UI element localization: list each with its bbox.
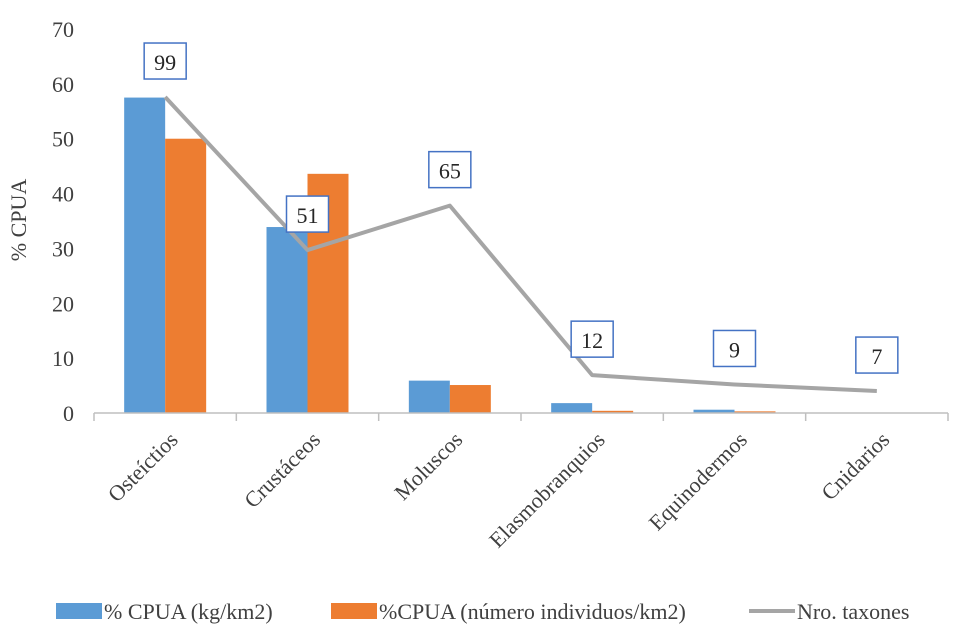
data-label-text: 7	[871, 344, 882, 369]
y-tick-label: 50	[52, 127, 74, 152]
legend-label: % CPUA (kg/km2)	[104, 599, 273, 624]
bar	[165, 138, 207, 413]
data-label: 7	[855, 336, 899, 374]
data-label-text: 12	[581, 328, 603, 353]
data-label-text: 51	[297, 203, 319, 228]
x-axis	[93, 412, 949, 421]
y-axis-ticks: 0 10 20 30 40 50 60 70	[52, 17, 74, 426]
bar	[266, 227, 308, 413]
y-tick-label: 30	[52, 236, 74, 261]
bar	[693, 409, 735, 413]
bar	[551, 403, 593, 413]
y-tick-label: 10	[52, 346, 74, 371]
category-labels: Osteíctios Crustáceos Moluscos Elasmobranqu…	[103, 427, 895, 553]
line-series	[163, 95, 877, 394]
data-label-box	[855, 336, 899, 374]
legend-label: Nro. taxones	[797, 599, 909, 624]
data-label: 99	[143, 42, 187, 80]
category-label: Osteíctios	[103, 427, 183, 507]
y-tick-label: 20	[52, 291, 74, 316]
legend-label: %CPUA (número individuos/km2)	[379, 599, 686, 624]
legend-swatch	[56, 603, 102, 619]
bar	[592, 410, 634, 413]
data-label-box	[143, 42, 187, 80]
y-tick-label: 40	[52, 182, 74, 207]
bar	[449, 385, 491, 413]
data-label-text: 9	[729, 337, 740, 362]
y-tick-label: 0	[63, 401, 74, 426]
data-label-text: 99	[154, 50, 176, 75]
data-label: 51	[285, 195, 330, 233]
data-labels: 99 51 65 12 9 7	[143, 42, 899, 374]
category-label: Cnidarios	[816, 427, 894, 505]
y-axis-title: % CPUA	[6, 179, 31, 262]
data-label-box	[428, 150, 472, 189]
bar	[124, 97, 166, 414]
bar	[734, 411, 776, 413]
category-label: Equinodermos	[644, 427, 752, 535]
data-label-box	[712, 329, 757, 368]
line-series-path	[163, 95, 877, 394]
legend-item: % CPUA (kg/km2)	[56, 599, 273, 624]
y-tick-label: 60	[52, 72, 74, 97]
data-label-box	[570, 320, 614, 358]
data-label-box	[285, 195, 330, 233]
data-label: 65	[428, 150, 472, 189]
bars	[124, 97, 776, 414]
legend-item: %CPUA (número individuos/km2)	[331, 599, 686, 624]
category-label: Moluscos	[389, 427, 467, 505]
legend: % CPUA (kg/km2) %CPUA (número individuos/…	[56, 599, 909, 624]
category-label: Elasmobranquios	[484, 427, 610, 553]
bar	[408, 380, 450, 413]
legend-swatch	[331, 603, 377, 619]
y-tick-label: 70	[52, 17, 74, 42]
legend-item: Nro. taxones	[749, 599, 909, 624]
data-label-text: 65	[439, 159, 461, 184]
category-label: Crustáceos	[239, 427, 325, 513]
data-label: 12	[570, 320, 614, 358]
data-label: 9	[712, 329, 757, 368]
